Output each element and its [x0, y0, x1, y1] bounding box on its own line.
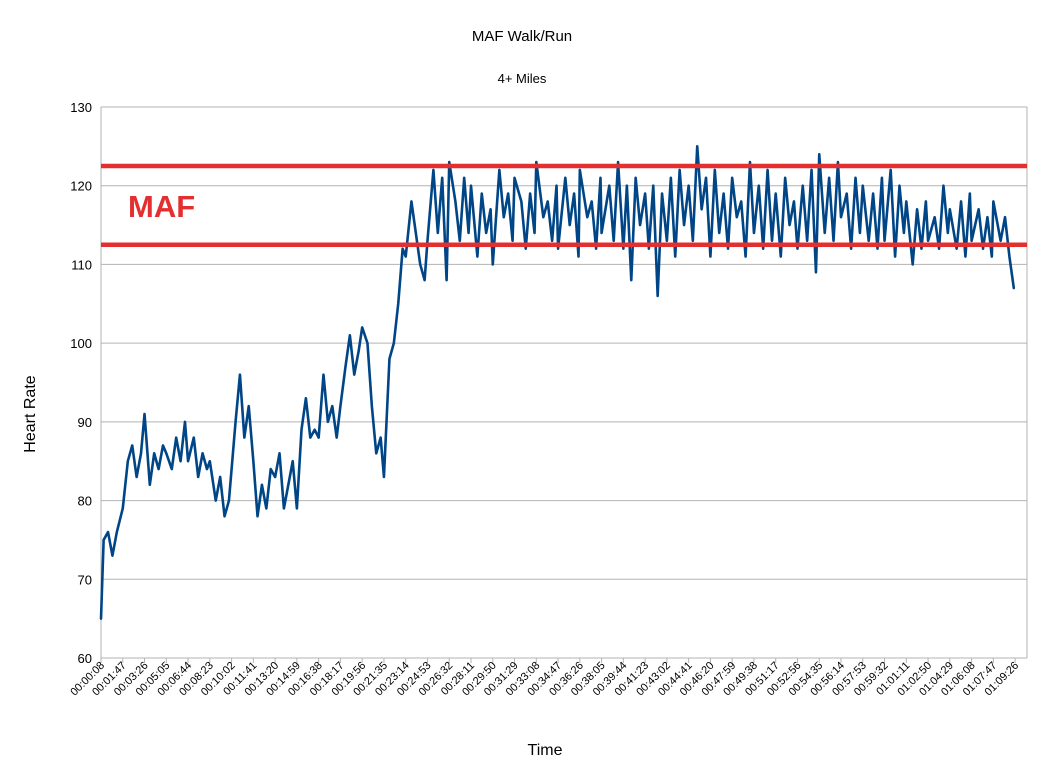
y-tick-label: 70 — [78, 572, 92, 587]
y-tick-label: 120 — [70, 179, 92, 194]
y-tick-label: 80 — [78, 494, 92, 509]
y-tick-label: 100 — [70, 336, 92, 351]
x-axis-ticks: 00:00:0800:01:4700:03:2600:05:0500:06:44… — [68, 658, 1021, 698]
maf-annotations: MAF — [101, 163, 1027, 247]
heart-rate-line — [99, 145, 1016, 620]
y-tick-label: 110 — [71, 257, 92, 272]
y-axis-label: Heart Rate — [22, 375, 39, 452]
y-tick-label: 90 — [78, 415, 92, 430]
maf-label: MAF — [128, 189, 195, 224]
y-tick-label: 60 — [78, 651, 92, 666]
y-axis-ticks: 60 70 80 90 100 110 120 130 — [70, 100, 92, 666]
x-axis-label: Time — [528, 742, 563, 759]
y-tick-label: 130 — [70, 100, 92, 115]
chart-subtitle: 4+ Miles — [498, 71, 547, 86]
chart-title: MAF Walk/Run — [472, 28, 572, 45]
